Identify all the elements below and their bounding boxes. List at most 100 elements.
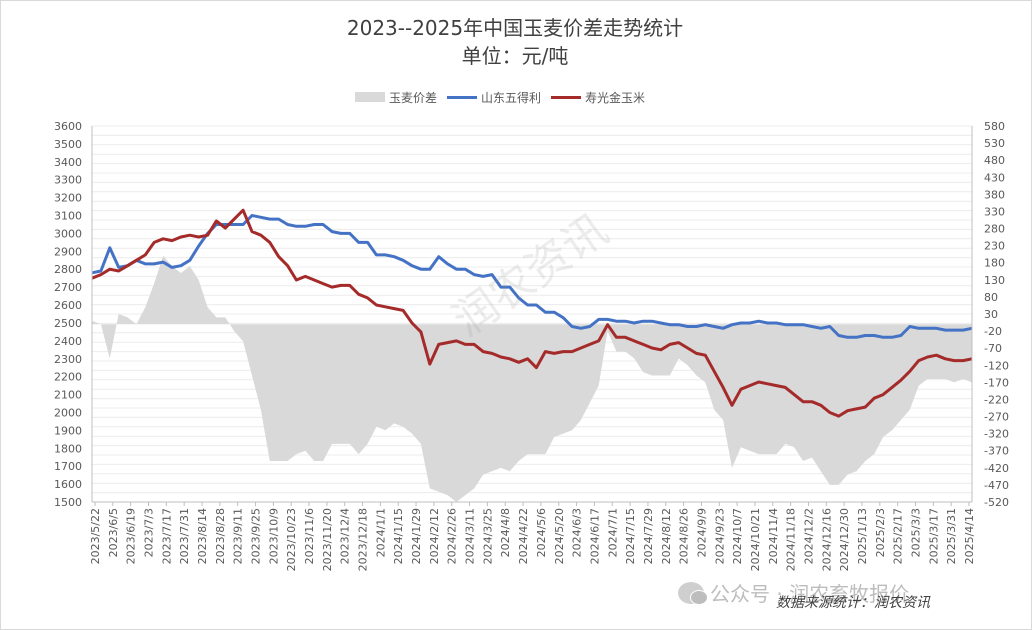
legend-label-spread: 玉麦价差 bbox=[389, 90, 438, 105]
x-tick-label: 2024/9/9 bbox=[695, 508, 708, 557]
series-line-shouguang bbox=[91, 208, 973, 418]
legend-swatch-shandong bbox=[447, 95, 478, 99]
x-tick-label: 2024/7/15 bbox=[624, 508, 637, 564]
x-tick-label: 2024/5/6 bbox=[535, 508, 548, 557]
y-left-tick-label: 2300 bbox=[54, 353, 82, 366]
x-tick-label: 2024/6/3 bbox=[571, 508, 584, 557]
x-tick-label: 2024/8/12 bbox=[660, 508, 673, 564]
y-left-tick-label: 1800 bbox=[54, 442, 82, 455]
x-tick-label: 2024/3/11 bbox=[464, 508, 477, 564]
x-tick-label: 2023/6/5 bbox=[107, 508, 120, 557]
wechat-label: 公众号 · 润农畜牧报价 bbox=[710, 582, 910, 606]
y-right-tick-label: -170 bbox=[984, 376, 1009, 389]
x-tick-label: 2023/9/25 bbox=[250, 508, 263, 564]
x-tick-label: 2025/4/14 bbox=[963, 508, 976, 564]
y-left-tick-label: 2900 bbox=[54, 245, 82, 258]
x-tick-label: 2024/9/23 bbox=[713, 508, 726, 564]
wechat-icon bbox=[678, 581, 708, 605]
y-right-tick-label: -120 bbox=[984, 359, 1009, 372]
x-tick-label: 2024/2/26 bbox=[446, 508, 459, 564]
y-right-tick-label: -270 bbox=[984, 411, 1009, 424]
legend-swatch-shouguang bbox=[551, 95, 582, 99]
x-tick-label: 2024/1/15 bbox=[392, 508, 405, 564]
x-tick-label: 2023/7/3 bbox=[143, 508, 156, 557]
x-tick-label: 2024/11/18 bbox=[785, 508, 798, 571]
y-right-tick-label: 80 bbox=[984, 291, 998, 304]
x-tick-label: 2024/12/2 bbox=[802, 508, 815, 564]
y-right-tick-label: 130 bbox=[984, 274, 1005, 287]
x-tick-label: 2024/6/17 bbox=[588, 508, 601, 564]
y-left-tick-label: 3500 bbox=[54, 138, 82, 151]
legend-label-shandong: 山东五得利 bbox=[481, 90, 542, 105]
x-tick-label: 2025/1/13 bbox=[856, 508, 869, 564]
y-left-tick-label: 2400 bbox=[54, 335, 82, 348]
x-tick-label: 2024/11/4 bbox=[767, 508, 780, 564]
x-tick-label: 2023/8/28 bbox=[214, 508, 227, 564]
y-right-tick-label: -370 bbox=[984, 445, 1009, 458]
y-right-tick-label: 380 bbox=[984, 188, 1005, 201]
chart-legend: 玉麦价差 山东五得利 寿光金玉米 bbox=[355, 88, 651, 106]
y-right-tick-label: -20 bbox=[984, 325, 1002, 338]
x-tick-label: 2024/12/30 bbox=[838, 508, 851, 571]
y-right-tick-label: 330 bbox=[984, 205, 1005, 218]
y-left-tick-label: 2600 bbox=[54, 299, 82, 312]
y-left-tick-label: 2000 bbox=[54, 406, 82, 419]
x-tick-label: 2023/7/17 bbox=[160, 508, 173, 564]
y-left-tick-label: 1500 bbox=[54, 496, 82, 509]
y-left-tick-label: 3000 bbox=[54, 227, 82, 240]
x-tick-label: 2023/11/20 bbox=[321, 508, 334, 571]
y-left-tick-label: 3600 bbox=[54, 120, 82, 133]
legend-item-shandong: 山东五得利 bbox=[447, 89, 541, 106]
legend-swatch-spread bbox=[355, 92, 385, 102]
x-tick-label: 2025/2/17 bbox=[892, 508, 905, 564]
x-tick-label: 2023/10/9 bbox=[267, 508, 280, 564]
y-right-tick-label: -320 bbox=[984, 428, 1009, 441]
x-tick-label: 2024/4/8 bbox=[499, 508, 512, 557]
x-tick-label: 2024/8/26 bbox=[678, 508, 691, 564]
x-tick-label: 2024/1/29 bbox=[410, 508, 423, 564]
wechat-badge: 公众号 · 润农畜牧报价 bbox=[678, 578, 909, 607]
y-right-tick-label: 30 bbox=[984, 308, 998, 321]
legend-item-spread: 玉麦价差 bbox=[355, 89, 437, 106]
y-right-tick-label: 230 bbox=[984, 240, 1005, 253]
x-tick-label: 2024/4/22 bbox=[517, 508, 530, 564]
y-left-tick-label: 3400 bbox=[54, 156, 82, 169]
y-left-tick-label: 3300 bbox=[54, 174, 82, 187]
x-tick-label: 2024/7/1 bbox=[606, 508, 619, 557]
y-right-tick-label: 430 bbox=[984, 171, 1005, 184]
y-left-tick-label: 3200 bbox=[54, 192, 82, 205]
y-left-tick-label: 2800 bbox=[54, 263, 82, 276]
y-left-tick-label: 2500 bbox=[54, 317, 82, 330]
x-tick-label: 2023/10/23 bbox=[285, 508, 298, 571]
y-right-tick-label: -420 bbox=[984, 462, 1009, 475]
y-left-tick-label: 2200 bbox=[54, 371, 82, 384]
y-right-tick-label: -520 bbox=[984, 496, 1009, 509]
y-left-tick-label: 2100 bbox=[54, 389, 82, 402]
x-tick-label: 2024/7/29 bbox=[642, 508, 655, 564]
y-right-tick-label: -470 bbox=[984, 479, 1009, 492]
x-tick-label: 2025/3/31 bbox=[945, 508, 958, 564]
y-right-tick-label: 280 bbox=[984, 223, 1005, 236]
y-left-tick-label: 2700 bbox=[54, 281, 82, 294]
x-tick-label: 2023/8/14 bbox=[196, 508, 209, 564]
series-line-shandong bbox=[91, 214, 973, 339]
x-tick-label: 2023/6/19 bbox=[125, 508, 138, 564]
legend-label-shouguang: 寿光金玉米 bbox=[585, 90, 646, 105]
x-tick-label: 2024/2/12 bbox=[428, 508, 441, 564]
x-tick-label: 2023/12/18 bbox=[357, 508, 370, 571]
y-left-tick-label: 3100 bbox=[54, 210, 82, 223]
y-right-tick-label: 580 bbox=[984, 120, 1005, 133]
x-tick-label: 2024/10/7 bbox=[731, 508, 744, 564]
x-tick-label: 2024/12/16 bbox=[820, 508, 833, 571]
source-note: 数据来源统计：润农资讯 bbox=[776, 595, 930, 611]
x-tick-label: 2025/3/17 bbox=[927, 508, 940, 564]
x-tick-label: 2024/5/20 bbox=[553, 508, 566, 564]
x-tick-label: 2025/2/3 bbox=[874, 508, 887, 557]
y-right-tick-label: -220 bbox=[984, 393, 1009, 406]
y-left-tick-label: 1600 bbox=[54, 478, 82, 491]
y-right-tick-label: 530 bbox=[984, 137, 1005, 150]
x-tick-label: 2024/1/1 bbox=[374, 508, 387, 557]
x-tick-label: 2024/10/21 bbox=[749, 508, 762, 571]
y-left-tick-label: 1700 bbox=[54, 460, 82, 473]
